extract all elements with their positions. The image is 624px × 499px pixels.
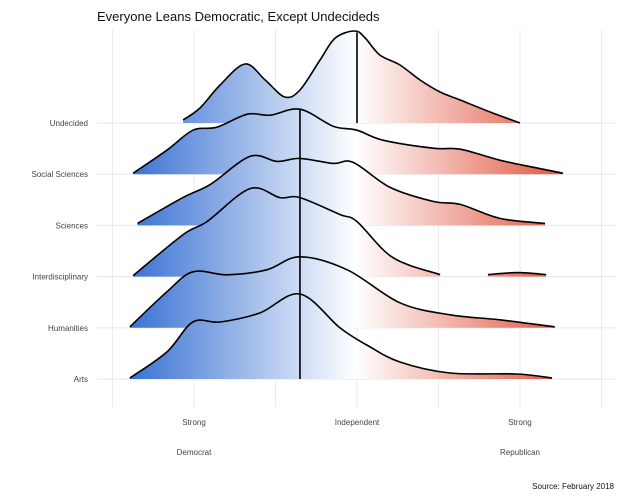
x-tick-label: Strong xyxy=(182,418,206,427)
y-tick-label: Sciences xyxy=(56,221,88,230)
y-tick-label: Humanities xyxy=(48,324,88,333)
ridge-arts xyxy=(129,293,553,379)
y-tick-label: Social Sciences xyxy=(32,170,88,179)
density-area xyxy=(133,108,563,175)
y-tick-label: Arts xyxy=(74,375,88,384)
density-line xyxy=(137,154,546,225)
ridge-interdisciplinary xyxy=(132,186,547,277)
y-axis-labels: Undecided Social Sciences Sciences Interdis… xyxy=(32,119,88,384)
density-area xyxy=(129,293,553,379)
x-tick-sublabel: Democrat xyxy=(177,448,212,457)
x-axis-labels: Strong Democrat Independent Strong Republica… xyxy=(177,418,540,457)
y-tick-label: Interdisciplinary xyxy=(32,273,88,282)
chart-title: Everyone Leans Democratic, Except Undeci… xyxy=(97,9,380,24)
density-area xyxy=(133,187,441,277)
y-tick-label: Undecided xyxy=(50,119,88,128)
density-line xyxy=(132,186,441,277)
ridges xyxy=(129,30,564,379)
x-tick-sublabel: Republican xyxy=(500,448,540,457)
density-area xyxy=(183,31,520,123)
chart-caption: Source: February 2018 xyxy=(532,482,614,491)
density-line xyxy=(129,293,553,379)
x-tick-label: Strong xyxy=(508,418,532,427)
ridge-undecided xyxy=(182,30,521,124)
x-tick-label: Independent xyxy=(335,418,380,427)
density-line xyxy=(182,30,521,124)
density-line xyxy=(132,108,564,174)
density-line xyxy=(487,271,547,276)
